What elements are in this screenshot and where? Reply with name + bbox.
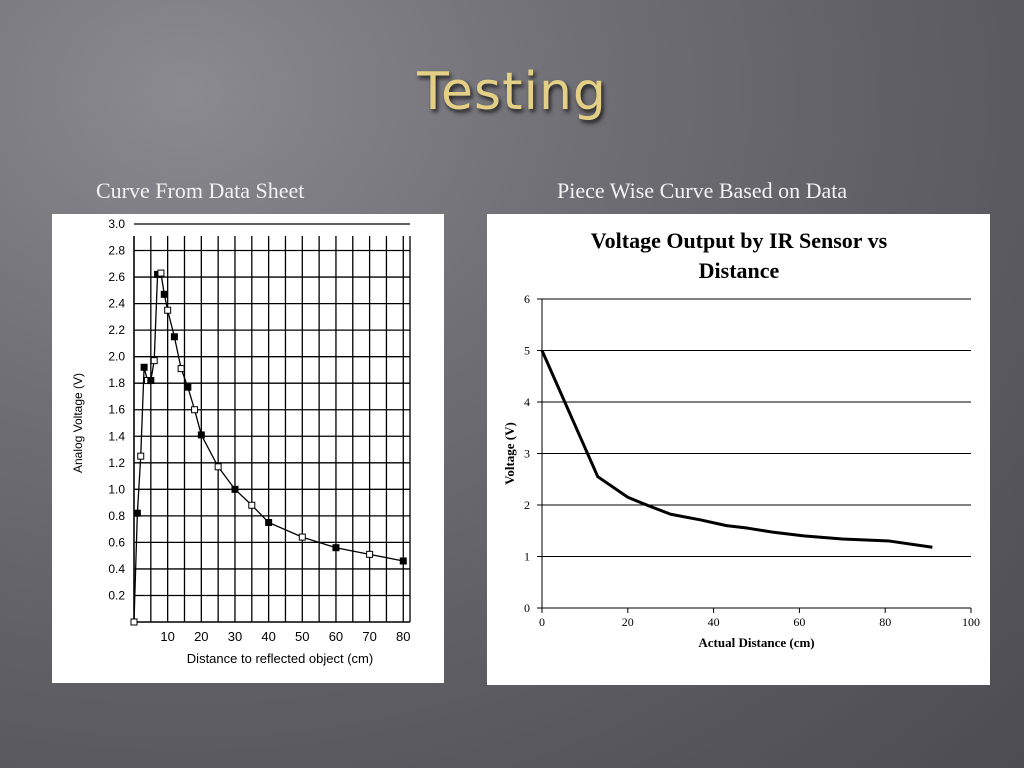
y-axis-label: Voltage (V) [502, 422, 517, 485]
data-point [140, 363, 148, 371]
y-tick-label: 0.6 [108, 535, 125, 549]
y-tick-label: 2.6 [108, 270, 125, 284]
x-tick-label: 40 [708, 615, 720, 629]
data-point [231, 485, 239, 493]
data-point [150, 357, 158, 365]
y-axis-label: Analog Voltage (V) [71, 373, 85, 473]
x-tick-label: 20 [194, 629, 208, 644]
x-tick-label: 100 [962, 615, 980, 629]
data-point [137, 452, 145, 460]
x-tick-label: 40 [261, 629, 275, 644]
y-tick-label: 3 [524, 447, 530, 461]
y-tick-label: 2.2 [108, 323, 125, 337]
x-tick-label: 30 [228, 629, 242, 644]
y-tick-label: 6 [524, 292, 530, 306]
data-point [133, 509, 141, 517]
y-tick-label: 2.0 [108, 350, 125, 364]
data-point [332, 544, 340, 552]
chart-title-line-1: Voltage Output by IR Sensor vs [591, 228, 888, 253]
x-tick-label: 60 [793, 615, 805, 629]
left-chart-caption: Curve From Data Sheet [96, 178, 305, 203]
data-point [298, 533, 306, 541]
data-point [366, 550, 374, 558]
data-point [197, 431, 205, 439]
y-tick-label: 2.8 [108, 244, 125, 258]
data-point [265, 519, 273, 526]
data-point [160, 290, 168, 298]
data-point [177, 365, 185, 373]
data-point [130, 618, 138, 626]
series-line [540, 349, 933, 549]
data-point [157, 269, 165, 277]
data-point [191, 406, 199, 414]
y-tick-label: 0.4 [108, 562, 125, 576]
y-tick-label: 3.0 [108, 217, 125, 231]
y-tick-label: 0.2 [108, 588, 125, 602]
x-tick-label: 80 [879, 615, 891, 629]
y-tick-label: 1.8 [108, 376, 125, 390]
x-axis-label: Actual Distance (cm) [698, 635, 814, 650]
x-tick-label: 60 [329, 629, 343, 644]
x-tick-label: 10 [160, 629, 174, 644]
data-point [170, 333, 178, 341]
y-tick-label: 1.0 [108, 482, 125, 496]
chart-title-line-2: Distance [699, 258, 780, 283]
x-tick-label: 80 [396, 629, 410, 644]
y-tick-label: 0 [524, 601, 530, 615]
y-tick-label: 1.2 [108, 456, 125, 470]
datasheet-chart-panel: 0.2 0.4 0.6 0.8 1.0 1.2 1.4 1.6 1.8 2.0 2.2 2.4 2.6 2… [52, 214, 444, 683]
x-tick-label: 50 [295, 629, 309, 644]
slide-title: Testing [417, 62, 607, 122]
data-point [184, 383, 192, 391]
y-tick-label: 5 [524, 344, 530, 358]
y-tick-label: 2 [524, 498, 530, 512]
y-tick-label: 1 [524, 550, 530, 564]
data-point [164, 306, 172, 314]
x-tick-label: 20 [622, 615, 634, 629]
x-tick-label: 70 [362, 629, 376, 644]
x-tick-label: 0 [539, 615, 545, 629]
data-point [147, 377, 155, 385]
data-point [248, 501, 256, 509]
data-point [214, 463, 222, 471]
right-chart-caption: Piece Wise Curve Based on Data [557, 178, 848, 203]
x-axis-label: Distance to reflected object (cm) [187, 651, 373, 666]
y-tick-label: 2.4 [108, 297, 125, 311]
datasheet-chart: 0.2 0.4 0.6 0.8 1.0 1.2 1.4 1.6 1.8 2.0 2.2 2.4 2.6 2… [71, 217, 411, 666]
piecewise-chart: Voltage Output by IR Sensor vs Distance … [502, 228, 980, 650]
piecewise-chart-panel: Voltage Output by IR Sensor vs Distance … [487, 214, 990, 685]
y-tick-label: 1.4 [108, 429, 125, 443]
y-tick-label: 0.8 [108, 509, 125, 523]
y-tick-label: 4 [524, 395, 530, 409]
y-tick-label: 1.6 [108, 403, 125, 417]
data-point [399, 557, 407, 565]
